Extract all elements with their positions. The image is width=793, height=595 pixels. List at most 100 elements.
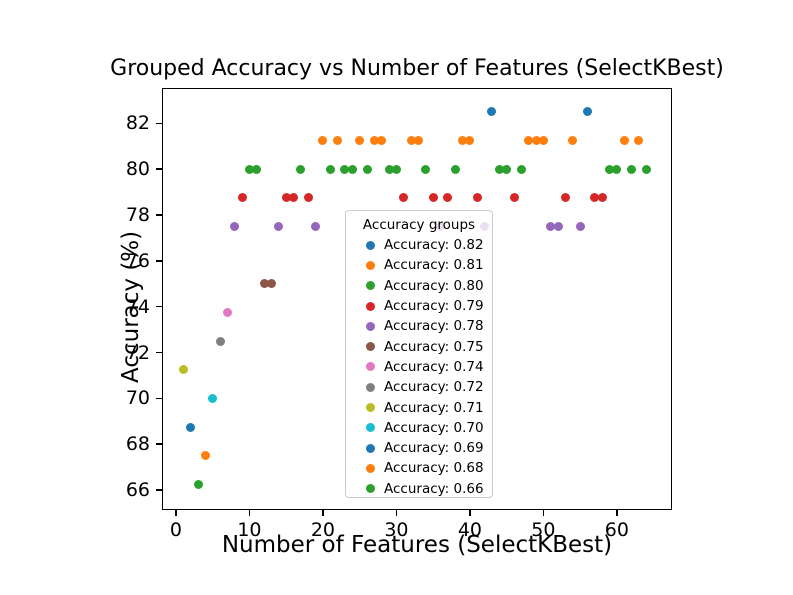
scatter-point-0.69 <box>186 422 196 432</box>
scatter-point-0.81 <box>531 135 541 145</box>
x-tick-label: 0 <box>169 519 182 541</box>
y-tick-mark <box>156 443 162 445</box>
scatter-point-0.80 <box>244 164 254 174</box>
scatter-point-0.79 <box>281 193 291 203</box>
legend-marker-icon <box>366 321 375 331</box>
legend-entry: Accuracy: 0.70 <box>354 418 484 438</box>
scatter-point-0.79 <box>237 193 247 203</box>
scatter-point-0.79 <box>472 193 482 203</box>
y-tick-label: 76 <box>125 249 150 272</box>
scatter-point-0.80 <box>494 164 504 174</box>
scatter-point-0.68 <box>200 451 210 461</box>
scatter-point-0.80 <box>516 164 526 174</box>
scatter-point-0.81 <box>458 135 468 145</box>
legend-entry: Accuracy: 0.72 <box>354 377 484 397</box>
legend-title: Accuracy groups <box>362 217 476 233</box>
scatter-point-0.80 <box>384 164 394 174</box>
legend-marker-icon <box>366 423 375 433</box>
scatter-point-0.81 <box>355 135 365 145</box>
scatter-point-0.79 <box>590 193 600 203</box>
y-tick-label: 70 <box>125 387 150 410</box>
y-tick-mark <box>156 168 162 170</box>
scatter-point-0.80 <box>421 164 431 174</box>
legend: Accuracy groups Accuracy: 0.82 Accuracy: … <box>345 210 493 498</box>
legend-entry: Accuracy: 0.79 <box>354 296 484 316</box>
scatter-point-0.79 <box>597 193 607 203</box>
x-tick-label: 30 <box>384 519 409 541</box>
y-tick-mark <box>156 214 162 216</box>
y-tick-label: 68 <box>125 433 150 456</box>
scatter-point-0.75 <box>259 279 269 289</box>
scatter-point-0.71 <box>178 365 188 375</box>
scatter-point-0.79 <box>289 193 299 203</box>
x-tick-label: 60 <box>604 519 629 541</box>
scatter-point-0.80 <box>325 164 335 174</box>
x-tick-mark <box>175 510 177 516</box>
legend-entry: Accuracy: 0.66 <box>354 479 484 499</box>
legend-entry: Accuracy: 0.71 <box>354 397 484 417</box>
scatter-point-0.80 <box>641 164 651 174</box>
legend-entry: Accuracy: 0.68 <box>354 458 484 478</box>
legend-entry: Accuracy: 0.82 <box>354 235 484 255</box>
legend-entry-label: Accuracy: 0.66 <box>384 480 484 497</box>
legend-entry-label: Accuracy: 0.82 <box>384 237 484 254</box>
legend-entry: Accuracy: 0.75 <box>354 336 484 356</box>
legend-marker-icon <box>366 463 375 473</box>
x-tick-label: 40 <box>457 519 482 541</box>
y-tick-mark <box>156 397 162 400</box>
x-tick-mark <box>322 510 324 516</box>
y-tick-label: 74 <box>125 295 150 318</box>
legend-marker-icon <box>366 382 375 392</box>
legend-marker-icon <box>366 403 375 413</box>
scatter-point-0.82 <box>582 107 592 117</box>
legend-entry-label: Accuracy: 0.71 <box>384 399 484 416</box>
scatter-point-0.81 <box>413 135 423 145</box>
legend-marker-icon <box>366 260 375 270</box>
y-tick-label: 80 <box>125 158 150 181</box>
y-tick-mark <box>156 260 162 262</box>
scatter-point-0.80 <box>252 164 262 174</box>
legend-entry-label: Accuracy: 0.78 <box>384 318 484 335</box>
y-tick-mark <box>156 351 162 354</box>
scatter-point-0.79 <box>399 193 409 203</box>
scatter-point-0.81 <box>465 135 475 145</box>
scatter-point-0.80 <box>340 164 350 174</box>
legend-entry-label: Accuracy: 0.79 <box>384 298 484 315</box>
chart-title: Grouped Accuracy vs Number of Features (… <box>110 56 724 81</box>
scatter-point-0.81 <box>524 135 534 145</box>
scatter-point-0.78 <box>575 221 585 231</box>
scatter-point-0.80 <box>627 164 637 174</box>
x-tick-mark <box>542 510 545 516</box>
scatter-point-0.80 <box>391 164 401 174</box>
scatter-point-0.75 <box>266 279 276 289</box>
scatter-point-0.78 <box>546 221 556 231</box>
scatter-point-0.79 <box>509 193 519 203</box>
legend-entry-label: Accuracy: 0.68 <box>384 460 484 477</box>
legend-entry: Accuracy: 0.69 <box>354 438 484 458</box>
scatter-point-0.80 <box>362 164 372 174</box>
scatter-point-0.72 <box>215 336 225 346</box>
legend-entry-label: Accuracy: 0.75 <box>384 338 484 355</box>
legend-entry: Accuracy: 0.74 <box>354 357 484 377</box>
legend-marker-icon <box>366 281 375 291</box>
scatter-point-0.80 <box>296 164 306 174</box>
scatter-point-0.81 <box>568 135 578 145</box>
legend-entry-label: Accuracy: 0.72 <box>384 379 484 396</box>
legend-marker-icon <box>366 240 375 250</box>
scatter-point-0.81 <box>333 135 343 145</box>
legend-marker-icon <box>366 342 375 352</box>
legend-entry-label: Accuracy: 0.80 <box>384 277 484 294</box>
scatter-point-0.66 <box>193 479 203 489</box>
scatter-point-0.81 <box>318 135 328 145</box>
scatter-point-0.81 <box>369 135 379 145</box>
scatter-point-0.81 <box>406 135 416 145</box>
x-tick-label: 10 <box>237 519 262 541</box>
legend-marker-icon <box>366 301 375 311</box>
scatter-point-0.79 <box>443 193 453 203</box>
y-tick-label: 78 <box>125 203 150 226</box>
chart-title-text: Grouped Accuracy vs Number of Features (… <box>110 56 724 81</box>
scatter-point-0.79 <box>560 193 570 203</box>
scatter-point-0.78 <box>230 221 240 231</box>
scatter-point-0.79 <box>303 193 313 203</box>
